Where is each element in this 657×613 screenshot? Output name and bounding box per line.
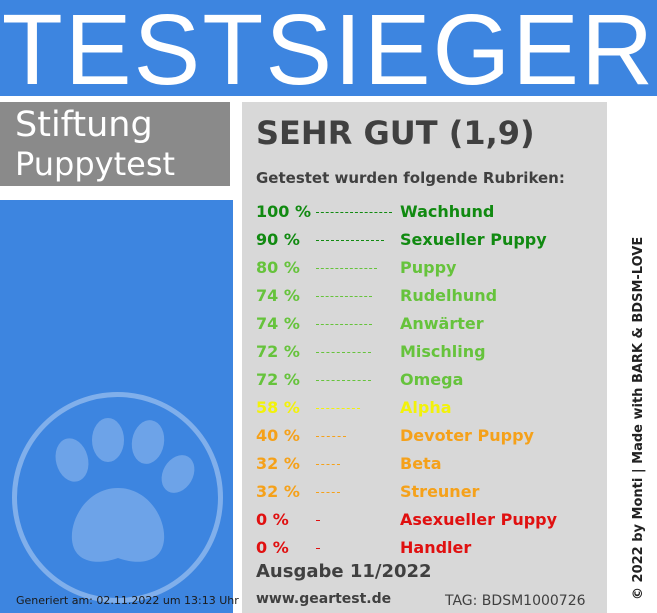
result-row: 72 % Mischling [256, 340, 601, 364]
result-bar [316, 296, 372, 297]
result-category: Sexueller Puppy [400, 230, 547, 249]
result-row: 0 % Handler [256, 536, 601, 560]
tag-label: TAG: BDSM1000726 [445, 593, 586, 609]
result-percentage: 58 % [256, 398, 300, 417]
result-percentage: 0 % [256, 538, 289, 557]
result-category: Anwärter [400, 314, 484, 333]
result-category: Wachhund [400, 202, 495, 221]
result-category: Rudelhund [400, 286, 498, 305]
banner-title: TESTSIEGER [1, 0, 656, 106]
result-row: 32 % Beta [256, 452, 601, 476]
result-percentage: 40 % [256, 426, 300, 445]
result-bar [316, 492, 340, 493]
organization-line-1: Stiftung [15, 105, 153, 145]
organization-box: Stiftung Puppytest [0, 102, 233, 200]
result-row: 100 % Wachhund [256, 200, 601, 224]
result-row: 74 % Anwärter [256, 312, 601, 336]
overall-rating: SEHR GUT (1,9) [256, 114, 535, 152]
result-bar [316, 464, 340, 465]
result-row: 74 % Rudelhund [256, 284, 601, 308]
result-category: Streuner [400, 482, 480, 501]
result-category: Alpha [400, 398, 452, 417]
result-percentage: 90 % [256, 230, 300, 249]
result-percentage: 74 % [256, 286, 300, 305]
organization-label: Stiftung Puppytest [0, 102, 230, 186]
result-bar [316, 240, 384, 241]
result-percentage: 72 % [256, 370, 300, 389]
result-percentage: 80 % [256, 258, 300, 277]
results-panel [242, 102, 607, 613]
title-banner [0, 0, 657, 96]
result-row: 90 % Sexueller Puppy [256, 228, 601, 252]
website-link[interactable]: www.geartest.de [256, 591, 392, 607]
result-percentage: 32 % [256, 454, 300, 473]
result-row: 0 % Asexueller Puppy [256, 508, 601, 532]
result-row: 58 % Alpha [256, 396, 601, 420]
result-percentage: 100 % [256, 202, 311, 221]
result-category: Devoter Puppy [400, 426, 534, 445]
categories-heading: Getestet wurden folgende Rubriken: [256, 169, 565, 187]
result-bar [316, 520, 320, 521]
organization-line-2: Puppytest [15, 145, 176, 183]
result-bar [316, 408, 360, 409]
result-category: Handler [400, 538, 472, 557]
credit-text: © 2022 by Monti | Made with BARK & BDSM-… [631, 236, 646, 600]
result-percentage: 0 % [256, 510, 289, 529]
result-category: Asexueller Puppy [400, 510, 558, 529]
result-bar [316, 548, 320, 549]
result-bar [316, 380, 371, 381]
result-category: Omega [400, 370, 464, 389]
issue-label: Ausgabe 11/2022 [256, 561, 432, 582]
result-bar [316, 268, 377, 269]
result-bar [316, 212, 392, 213]
result-percentage: 32 % [256, 482, 300, 501]
result-row: 40 % Devoter Puppy [256, 424, 601, 448]
credit-strip: © 2022 by Monti | Made with BARK & BDSM-… [611, 102, 651, 613]
generated-timestamp: Generiert am: 02.11.2022 um 13:13 Uhr [16, 594, 239, 607]
result-row: 32 % Streuner [256, 480, 601, 504]
result-row: 72 % Omega [256, 368, 601, 392]
result-category: Beta [400, 454, 442, 473]
result-percentage: 72 % [256, 342, 300, 361]
result-category: Puppy [400, 258, 457, 277]
result-category: Mischling [400, 342, 486, 361]
result-bar [316, 324, 372, 325]
paw-icon [12, 392, 223, 603]
result-row: 80 % Puppy [256, 256, 601, 280]
result-bar [316, 436, 346, 437]
result-bar [316, 352, 371, 353]
result-percentage: 74 % [256, 314, 300, 333]
